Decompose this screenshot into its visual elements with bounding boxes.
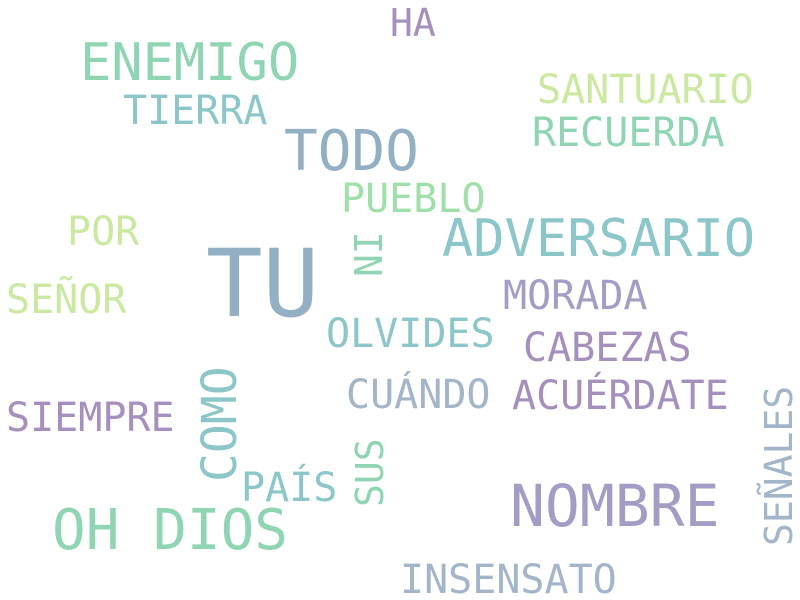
word-senor: SEÑOR: [6, 277, 127, 323]
word-tierra: TIERRA: [123, 88, 268, 134]
word-sus: SUS: [348, 438, 392, 507]
word-pais: PAÍS: [241, 465, 338, 511]
word-insensato: INSENSATO: [400, 557, 617, 600]
word-todo: TODO: [284, 119, 419, 184]
word-oh-dios: OH DIOS: [52, 498, 289, 563]
word-adversario: ADVERSARIO: [442, 209, 756, 269]
word-enemigo: ENEMIGO: [80, 33, 300, 93]
word-olvides: OLVIDES: [326, 311, 495, 357]
word-como: COMO: [192, 366, 248, 482]
word-por: POR: [67, 209, 140, 255]
word-tu: TU: [206, 230, 320, 339]
word-pueblo: PUEBLO: [341, 176, 486, 222]
word-siempre: SIEMPRE: [6, 395, 175, 441]
word-ha: HA: [390, 1, 436, 45]
word-cabezas: CABEZAS: [523, 325, 692, 371]
word-recuerda: RECUERDA: [532, 110, 725, 156]
word-morada: MORADA: [503, 273, 648, 319]
word-nombre: NOMBRE: [510, 472, 720, 540]
word-senales: SEÑALES: [757, 385, 800, 546]
word-ni: NI: [347, 231, 391, 277]
word-cuando: CUÁNDO: [346, 372, 491, 418]
word-santuario: SANTUARIO: [537, 67, 754, 113]
word-acuerdate: ACUÉRDATE: [512, 373, 729, 419]
